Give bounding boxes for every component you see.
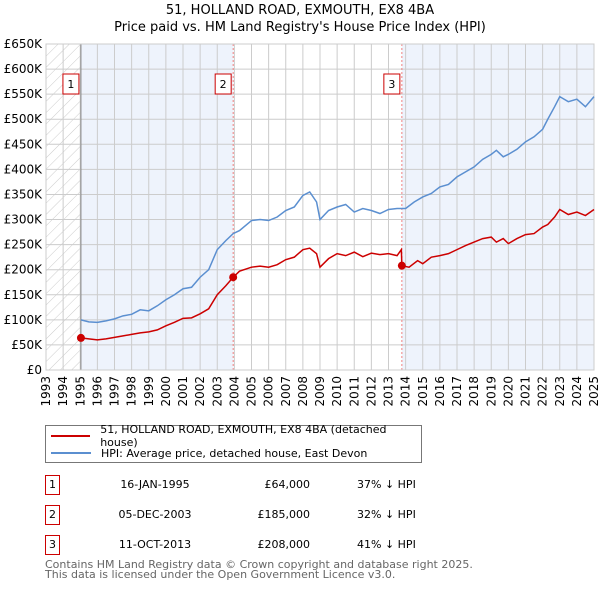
y-tick-label: £100K: [4, 313, 44, 327]
x-tick-label: 1995: [73, 376, 87, 407]
x-tick-label: 1997: [108, 376, 122, 407]
licence-text: This data is licensed under the Open Gov…: [45, 568, 396, 581]
sale-date: 05-DEC-2003: [118, 508, 192, 521]
y-tick-label: £250K: [4, 238, 44, 252]
y-tick-label: £600K: [4, 62, 44, 76]
x-tick-label: 2015: [416, 376, 430, 407]
legend-item-property: 51, HOLLAND ROAD, EXMOUTH, EX8 4BA (deta…: [51, 423, 421, 449]
chart-subtitle: Price paid vs. HM Land Registry's House …: [114, 20, 486, 35]
x-tick-label: 2021: [519, 376, 533, 407]
x-tick-label: 2002: [193, 376, 207, 407]
x-tick-label: 2019: [484, 376, 498, 407]
price-chart: 1993 1994 1995 1996 1997 1998 1999 2000 2001 2002…: [4, 37, 600, 407]
x-tick-label: 2020: [501, 376, 515, 407]
sale-price: £64,000: [264, 478, 311, 491]
sale-label: 3: [388, 78, 395, 91]
legend: 51, HOLLAND ROAD, EXMOUTH, EX8 4BA (deta…: [45, 423, 422, 463]
property-price-line: [80, 208, 595, 341]
ownership-shade: [80, 44, 234, 370]
sale-hpi: 41% ↓ HPI: [357, 538, 416, 551]
x-tick-label: 1996: [90, 376, 104, 407]
sale-label: 1: [67, 78, 74, 91]
x-tick-label: 2008: [296, 376, 310, 407]
x-tick-label: 2023: [553, 376, 567, 407]
sale-label-box: [62, 73, 80, 95]
y-tick-label: £200K: [4, 263, 44, 277]
sale-label: 2: [220, 78, 227, 91]
x-tick-label: 1998: [125, 376, 139, 407]
y-tick-label: £500K: [4, 112, 44, 126]
y-tick-label: £300K: [4, 213, 44, 227]
y-tick-label: £550K: [4, 87, 44, 101]
sale-marker: [397, 261, 406, 270]
x-tick-label: 2001: [176, 376, 190, 407]
sale-hpi: 37% ↓ HPI: [357, 478, 416, 491]
y-tick-label: £650K: [4, 37, 44, 51]
x-tick-label: 2013: [382, 376, 396, 407]
y-tick-label: £450K: [4, 137, 44, 151]
x-tick-label: 2010: [330, 376, 344, 407]
x-tick-label: 2003: [210, 376, 224, 407]
sale-date: 16-JAN-1995: [120, 478, 190, 491]
x-tick-label: 2004: [227, 376, 241, 407]
x-tick-label: 2017: [450, 376, 464, 407]
legend-label: 51, HOLLAND ROAD, EXMOUTH, EX8 4BA (deta…: [100, 423, 387, 449]
x-tick-label: 1999: [142, 376, 156, 407]
sale-number: 1: [45, 475, 60, 495]
footer: Contains HM Land Registry data © Crown c…: [45, 558, 473, 581]
x-tick-label: 2018: [467, 376, 481, 407]
x-tick-label: 2006: [262, 376, 276, 407]
x-tick-label: 2016: [433, 376, 447, 407]
chart-title: 51, HOLLAND ROAD, EXMOUTH, EX8 4BA: [165, 3, 435, 18]
sale-price: £185,000: [257, 508, 311, 521]
sale-hpi: 32% ↓ HPI: [357, 508, 416, 521]
legend-label: HPI: Average price, detached house, East…: [101, 446, 368, 460]
hpi-line: [80, 95, 595, 324]
x-tick-label: 2007: [279, 376, 293, 407]
blue-line-icon: [51, 452, 91, 454]
red-line-icon: [51, 435, 91, 437]
sale-row: 3 11-OCT-2013 £208,000 41% ↓ HPI: [45, 535, 445, 555]
sale-marker: [76, 333, 85, 342]
sale-row: 2 05-DEC-2003 £185,000 32% ↓ HPI: [45, 505, 445, 525]
y-tick-label: £400K: [4, 162, 44, 176]
sale-row: 1 16-JAN-1995 £64,000 37% ↓ HPI: [45, 475, 445, 495]
sale-number: 3: [45, 535, 60, 555]
x-tick-label: 2014: [399, 376, 413, 407]
x-tick-label: 2012: [364, 376, 378, 407]
sale-label-box: [214, 73, 232, 95]
sale-date: 11-OCT-2013: [118, 538, 192, 551]
sale-marker: [229, 273, 238, 282]
x-tick-label: 2005: [245, 376, 259, 407]
x-tick-label: 2024: [570, 376, 584, 407]
x-tick-label: 1993: [39, 376, 53, 407]
copyright-text: Contains HM Land Registry data © Crown c…: [45, 558, 473, 571]
legend-item-hpi: HPI: Average price, detached house, East…: [51, 445, 367, 461]
y-tick-label: £350K: [4, 187, 44, 201]
sale-price: £208,000: [257, 538, 311, 551]
plot-border: [45, 43, 595, 371]
y-tick-label: £0: [27, 363, 42, 377]
sale-label-box: [383, 73, 401, 95]
x-tick-label: 2025: [587, 376, 600, 407]
ownership-shade: [401, 44, 594, 370]
x-tick-label: 2022: [536, 376, 550, 407]
y-tick-label: £150K: [4, 288, 44, 302]
sale-number: 2: [45, 505, 60, 525]
x-tick-label: 2009: [313, 376, 327, 407]
x-tick-label: 2000: [159, 376, 173, 407]
x-tick-label: 2011: [347, 376, 361, 407]
y-tick-label: £50K: [11, 338, 43, 352]
x-tick-label: 1994: [56, 376, 70, 407]
